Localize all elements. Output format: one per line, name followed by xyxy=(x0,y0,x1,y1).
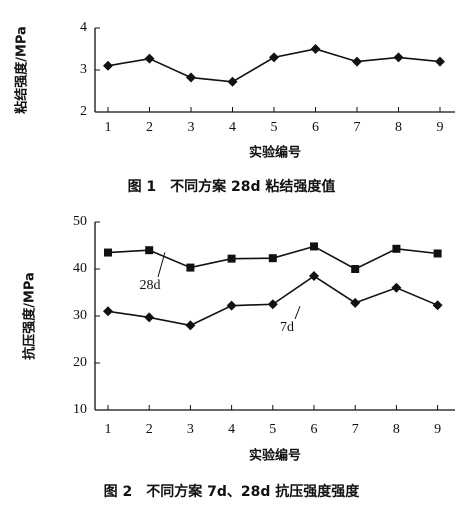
caption: 图 1 不同方案 28d 粘结强度值 xyxy=(128,178,336,195)
marker xyxy=(269,52,279,63)
x-tick-label: 6 xyxy=(312,120,319,135)
marker xyxy=(435,56,445,67)
y-tick-label: 3 xyxy=(80,62,87,77)
y-tick-label: 50 xyxy=(73,214,87,229)
y-tick-label: 4 xyxy=(80,20,87,35)
marker xyxy=(145,246,154,255)
x-tick-label: 3 xyxy=(187,422,194,437)
marker xyxy=(227,254,236,263)
x-tick-label: 5 xyxy=(269,422,276,437)
x-tick-label: 1 xyxy=(105,120,112,135)
marker xyxy=(186,72,196,83)
x-tick-label: 8 xyxy=(393,422,400,437)
y-tick-label: 10 xyxy=(73,402,87,417)
y-tick-label: 2 xyxy=(80,104,87,119)
marker xyxy=(103,60,113,71)
marker xyxy=(393,52,404,63)
marker xyxy=(310,242,318,251)
marker xyxy=(144,312,155,323)
x-tick-label: 1 xyxy=(105,422,112,437)
x-tick-label: 4 xyxy=(229,120,236,135)
x-tick-label: 5 xyxy=(271,120,278,135)
series-label: 28d xyxy=(140,278,161,293)
x-axis-label: 实验编号 xyxy=(249,448,301,464)
x-tick-label: 6 xyxy=(311,422,318,437)
marker xyxy=(186,263,195,272)
x-tick-label: 2 xyxy=(146,422,153,437)
x-tick-label: 3 xyxy=(188,120,195,135)
y-tick-label: 40 xyxy=(73,261,87,276)
marker xyxy=(227,76,238,87)
marker xyxy=(352,56,362,67)
y-tick-label: 20 xyxy=(73,355,87,370)
marker xyxy=(103,306,113,317)
marker xyxy=(104,248,112,257)
x-tick-label: 4 xyxy=(228,422,235,437)
x-tick-label: 2 xyxy=(146,120,153,135)
y-tick-label: 30 xyxy=(73,308,87,323)
leader-line xyxy=(294,306,301,320)
marker xyxy=(350,297,361,308)
marker xyxy=(267,299,278,310)
x-tick-label: 9 xyxy=(437,120,444,135)
marker xyxy=(391,282,402,293)
marker xyxy=(268,254,277,263)
marker xyxy=(432,300,443,311)
x-tick-label: 7 xyxy=(354,120,361,135)
x-tick-label: 8 xyxy=(395,120,402,135)
x-tick-label: 9 xyxy=(434,422,441,437)
x-axis-label: 实验编号 xyxy=(249,145,301,161)
marker xyxy=(185,320,196,331)
caption: 图 2 不同方案 7d、28d 抗压强度强度 xyxy=(104,483,361,500)
leader-line xyxy=(157,252,166,278)
y-axis-label: 抗压强度/MPa xyxy=(22,272,38,360)
y-axis-label: 粘结强度/MPa xyxy=(14,26,30,115)
marker xyxy=(351,265,360,273)
marker xyxy=(433,249,442,258)
x-tick-label: 7 xyxy=(352,422,359,437)
series-label: 7d xyxy=(280,320,294,335)
marker xyxy=(310,44,321,54)
marker xyxy=(392,244,401,253)
marker xyxy=(144,53,155,64)
marker xyxy=(226,300,237,311)
marker xyxy=(309,271,319,282)
